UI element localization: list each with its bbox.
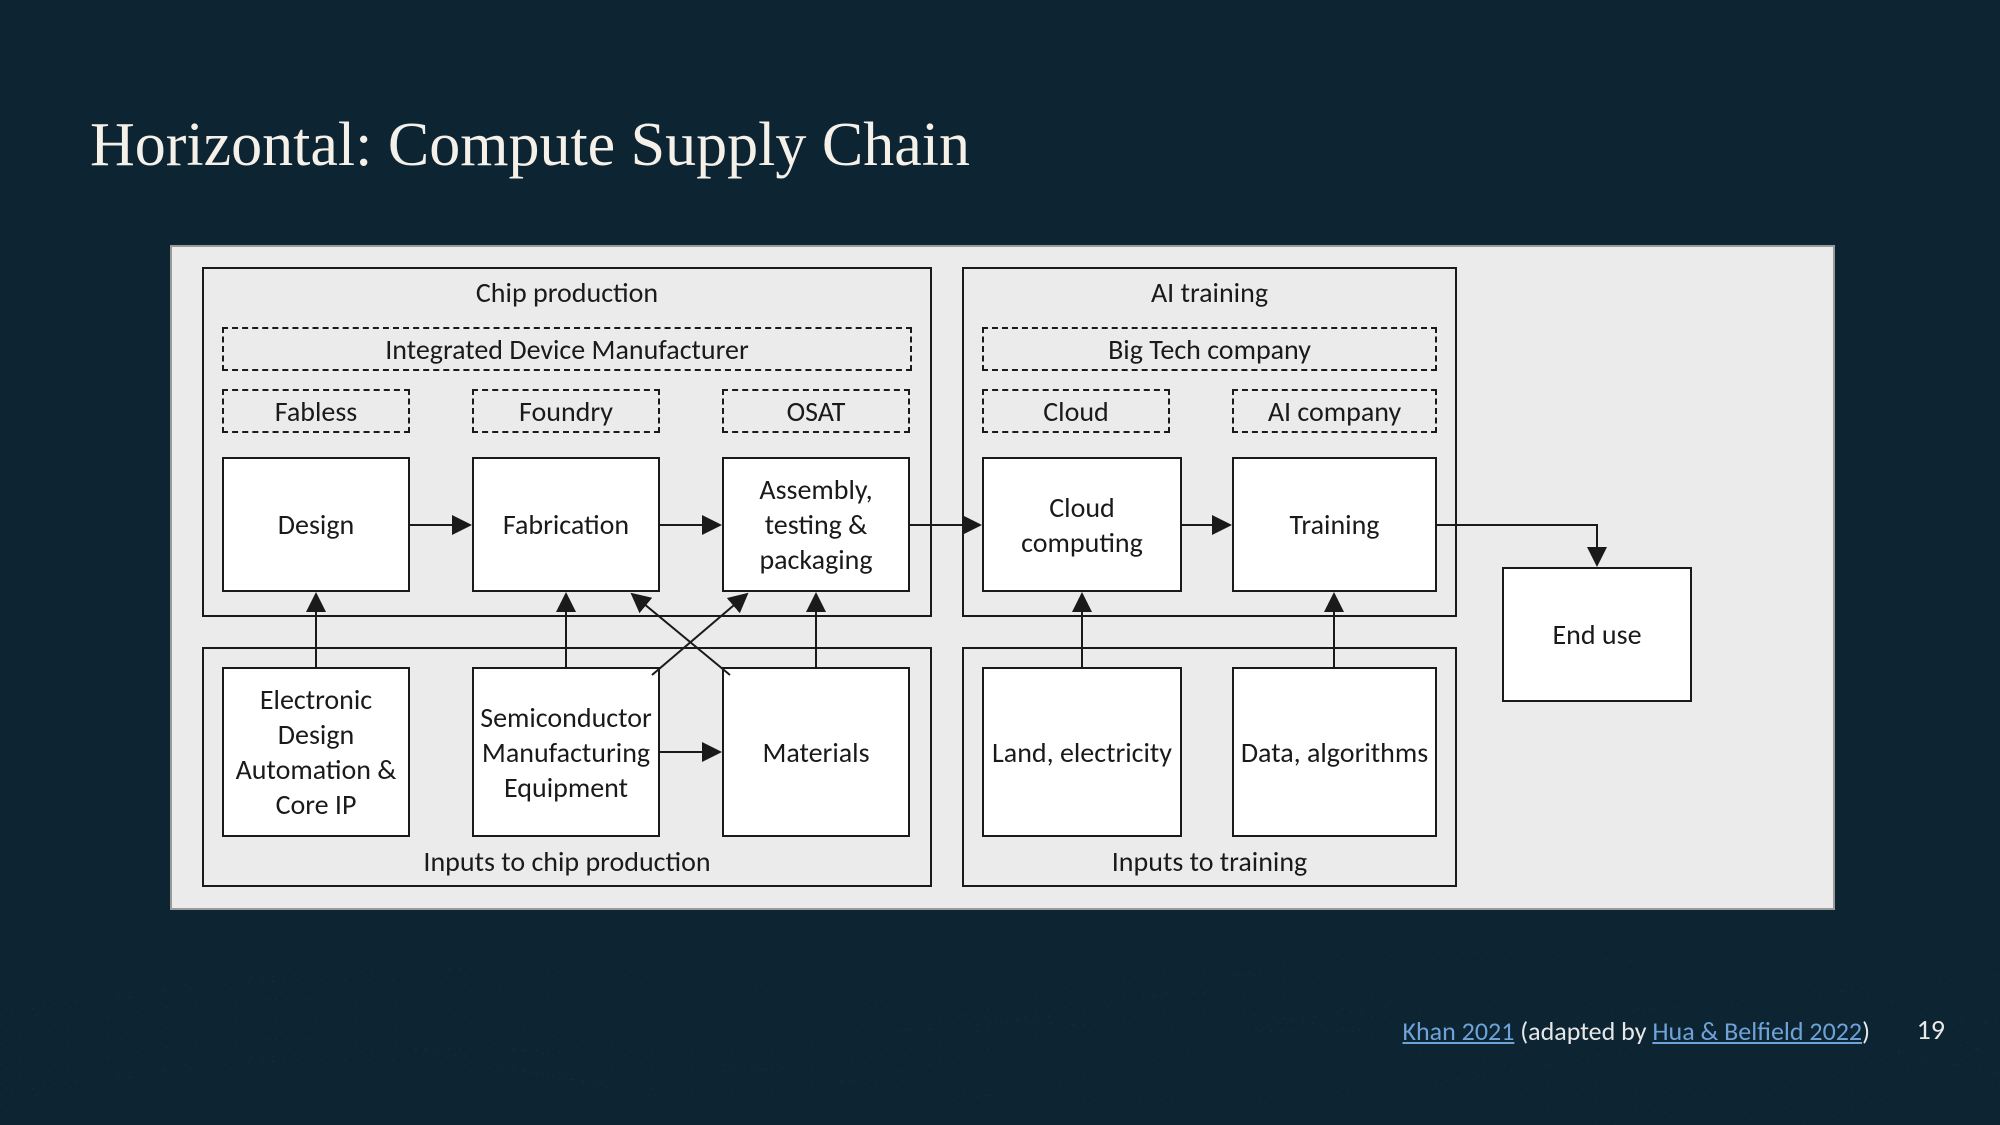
node-end-use: End use bbox=[1502, 567, 1692, 702]
dashed-osat: OSAT bbox=[722, 389, 910, 433]
node-data-algorithms: Data, algorithms bbox=[1232, 667, 1437, 837]
node-fabrication: Fabrication bbox=[472, 457, 660, 592]
node-atp: Assembly, testing & packaging bbox=[722, 457, 910, 592]
page-number: 19 bbox=[1917, 1012, 1945, 1047]
slide-title: Horizontal: Compute Supply Chain bbox=[90, 110, 970, 181]
group-label: Inputs to chip production bbox=[204, 844, 930, 879]
citation-text-end: ) bbox=[1862, 1015, 1870, 1047]
group-label: AI training bbox=[964, 275, 1455, 310]
dashed-ai-company: AI company bbox=[1232, 389, 1437, 433]
node-design: Design bbox=[222, 457, 410, 592]
citation-text-middle: (adapted by bbox=[1514, 1015, 1652, 1047]
node-sme: Semiconductor Manufacturing Equipment bbox=[472, 667, 660, 837]
node-eda: Electronic Design Automation & Core IP bbox=[222, 667, 410, 837]
dashed-idm: Integrated Device Manufacturer bbox=[222, 327, 912, 371]
node-materials: Materials bbox=[722, 667, 910, 837]
node-cloud-computing: Cloud computing bbox=[982, 457, 1182, 592]
node-training: Training bbox=[1232, 457, 1437, 592]
dashed-bigtech: Big Tech company bbox=[982, 327, 1437, 371]
dashed-cloud: Cloud bbox=[982, 389, 1170, 433]
node-land-electricity: Land, electricity bbox=[982, 667, 1182, 837]
group-label: Chip production bbox=[204, 275, 930, 310]
arrow-training-enduse bbox=[1437, 525, 1597, 565]
dashed-foundry: Foundry bbox=[472, 389, 660, 433]
citation: Khan 2021 (adapted by Hua & Belfield 202… bbox=[1403, 1015, 1871, 1047]
group-label: Inputs to training bbox=[964, 844, 1455, 879]
diagram-canvas: Chip production AI training Inputs to ch… bbox=[170, 245, 1835, 910]
dashed-fabless: Fabless bbox=[222, 389, 410, 433]
citation-link-1[interactable]: Khan 2021 bbox=[1403, 1015, 1515, 1047]
citation-link-2[interactable]: Hua & Belfield 2022 bbox=[1652, 1015, 1862, 1047]
